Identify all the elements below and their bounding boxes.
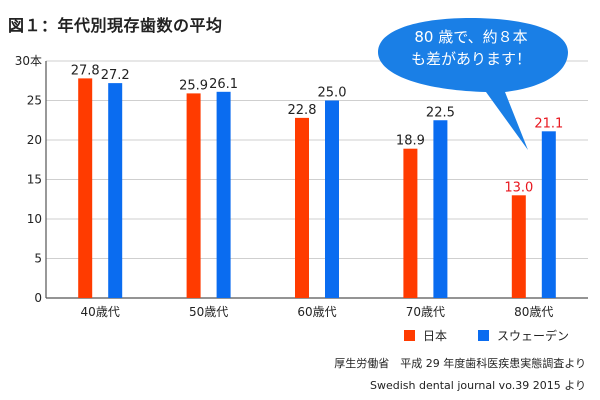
data-label: 26.1 xyxy=(209,77,238,92)
bar-layer xyxy=(78,78,556,299)
x-tick-label: 80歳代 xyxy=(514,305,553,319)
bar-sweden-2 xyxy=(325,100,339,298)
x-tick-label: 60歳代 xyxy=(297,305,336,319)
bar-japan-1 xyxy=(186,93,201,298)
grid-layer: 0 5 10 15 20 25 30本 xyxy=(15,54,588,305)
source-note-2: Swedish dental journal vo.39 2015 より xyxy=(370,379,586,392)
x-tick-label: 50歳代 xyxy=(189,305,228,319)
data-label: 18.9 xyxy=(396,134,425,149)
legend-item-japan: 日本 xyxy=(404,327,447,344)
bar-sweden-1 xyxy=(216,91,231,298)
x-tick-label: 40歳代 xyxy=(81,305,120,319)
callout-text: 80 歳で、約８本 も差があります！ xyxy=(386,26,556,70)
data-label: 13.0 xyxy=(504,180,533,195)
label-layer: 27.8 27.2 40歳代 25.9 26.1 50歳代 22.825.0 60歳代 18.9… xyxy=(71,63,564,319)
bar-japan-2 xyxy=(295,117,309,298)
x-tick-label: 70歳代 xyxy=(406,305,445,319)
y-tick-label: 5 xyxy=(34,252,42,266)
legend-swatch-japan xyxy=(404,330,415,341)
data-label: 27.8 xyxy=(71,63,100,78)
data-label: 25.9 xyxy=(179,78,208,93)
data-label: 27.2 xyxy=(101,68,130,83)
legend-label-japan: 日本 xyxy=(423,329,448,343)
y-tick-label: 0 xyxy=(34,291,42,305)
legend-swatch-sweden xyxy=(478,330,489,341)
data-label: 21.1 xyxy=(534,116,563,131)
y-tick-label: 30本 xyxy=(15,54,42,68)
bar-sweden-4 xyxy=(541,131,556,298)
y-tick-label: 15 xyxy=(27,173,42,187)
legend-label-sweden: スウェーデン xyxy=(497,329,570,343)
callout-line-1: 80 歳で、約８本 xyxy=(414,28,528,46)
chart-title: 図１：年代別現存歯数の平均 xyxy=(8,16,223,35)
legend-item-sweden: スウェーデン xyxy=(478,327,569,344)
y-tick-label: 25 xyxy=(27,94,42,108)
data-label: 22.8 xyxy=(288,103,317,118)
bar-japan-4 xyxy=(511,195,526,298)
data-label: 25.0 xyxy=(318,86,347,101)
y-tick-label: 10 xyxy=(27,212,42,226)
bar-japan-0 xyxy=(78,78,93,298)
callout-line-2: も差があります！ xyxy=(410,50,531,68)
bar-sweden-3 xyxy=(433,120,448,298)
bar-japan-3 xyxy=(403,148,418,298)
bar-sweden-0 xyxy=(108,83,123,299)
y-tick-label: 20 xyxy=(27,133,42,147)
source-note-1: 厚生労働省 平成 29 年度歯科医疾患実態調査より xyxy=(334,357,586,370)
data-label: 22.5 xyxy=(426,105,455,120)
